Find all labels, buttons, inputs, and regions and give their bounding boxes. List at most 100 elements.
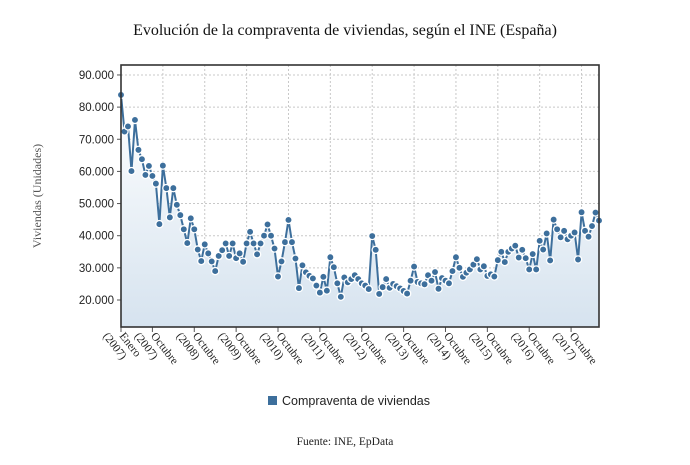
data-point (169, 183, 178, 193)
data-point (455, 263, 464, 273)
data-point (434, 284, 443, 293)
data-point (511, 241, 520, 250)
data-point (336, 292, 346, 302)
data-point (308, 274, 318, 283)
y-tick-label: 60.000 (79, 166, 114, 178)
data-point (545, 256, 555, 265)
area-fill (121, 94, 599, 328)
data-point (371, 245, 380, 255)
data-point (183, 238, 192, 248)
data-point (284, 215, 293, 225)
data-point (329, 262, 339, 272)
data-point (451, 252, 461, 262)
data-point (479, 261, 489, 271)
data-point (402, 289, 412, 298)
data-point (186, 214, 196, 223)
data-point (490, 272, 499, 281)
data-point (521, 253, 530, 263)
y-tick-label: 30.000 (79, 263, 114, 275)
data-point (528, 249, 537, 259)
data-point (130, 115, 140, 125)
x-tick-label: Octubre(2016) (508, 323, 557, 375)
data-point (207, 257, 216, 266)
data-point (242, 239, 251, 248)
x-tick-label: Enero(2007) (100, 323, 143, 368)
data-point (200, 240, 209, 249)
x-tick-label: Octubre(2011) (299, 323, 348, 375)
data-point (280, 237, 290, 247)
data-point (221, 239, 230, 248)
data-point (266, 231, 276, 240)
data-point (322, 286, 332, 295)
x-tick-label: Octubre(2017) (550, 323, 599, 375)
chart-title: Evolución de la compraventa de viviendas… (133, 22, 557, 39)
y-tick-label: 70.000 (79, 134, 114, 146)
data-point (210, 266, 220, 276)
data-point (134, 145, 143, 155)
data-point (430, 267, 440, 277)
data-point (245, 227, 255, 237)
x-tick-label: Octubre(2012) (341, 323, 390, 375)
data-point (298, 261, 307, 270)
data-point (315, 288, 325, 297)
data-point (238, 257, 248, 266)
data-point (577, 207, 586, 217)
x-tick-label: Octubre(2010) (257, 323, 306, 375)
data-point (472, 254, 482, 264)
data-point (196, 256, 206, 266)
y-axis-label: Viviendas (Unidades) (30, 144, 44, 248)
data-point (406, 276, 415, 285)
data-point (277, 257, 286, 266)
data-point (256, 239, 265, 248)
data-point (444, 279, 454, 288)
data-point (273, 272, 283, 281)
data-point (587, 221, 597, 231)
data-point (570, 228, 579, 237)
data-point (155, 219, 164, 229)
x-tick-label: Octubre(2014) (425, 323, 474, 375)
data-point (500, 257, 510, 267)
data-point (531, 265, 541, 274)
data-point (364, 284, 373, 294)
data-point (162, 183, 171, 193)
data-point (535, 236, 544, 246)
data-point (263, 220, 272, 229)
data-point (151, 179, 161, 188)
data-point (176, 210, 185, 220)
data-point (294, 283, 304, 293)
data-point (148, 171, 157, 181)
series-markers (116, 90, 604, 302)
source-note: Fuente: INE, EpData (297, 436, 394, 448)
x-tick-label: Octubre(2015) (467, 323, 516, 375)
data-point (127, 166, 136, 176)
data-point (217, 245, 227, 255)
legend-swatch (268, 396, 277, 405)
legend[interactable]: Compraventa de viviendas (268, 394, 430, 408)
legend-label: Compraventa de viviendas (282, 394, 430, 408)
data-point (493, 255, 503, 265)
data-point (172, 200, 182, 210)
data-point (448, 266, 457, 276)
data-point (409, 262, 419, 271)
y-axis: 20.000 30.000 40.000 50.000 60.000 70.000 80.0… (79, 70, 121, 307)
data-point (319, 272, 328, 282)
data-point (141, 170, 150, 180)
data-point (517, 245, 527, 255)
y-tick-label: 20.000 (79, 295, 114, 307)
data-point (524, 265, 534, 274)
data-point (374, 289, 384, 299)
data-point (224, 251, 234, 261)
data-point (427, 276, 436, 285)
data-point (165, 213, 175, 222)
data-point (235, 249, 244, 258)
data-point (228, 239, 237, 248)
data-point (158, 161, 168, 170)
data-point (144, 161, 154, 171)
y-tick-label: 40.000 (79, 231, 114, 243)
data-point (190, 225, 199, 234)
data-point (252, 250, 262, 259)
data-point (573, 255, 583, 264)
data-point (497, 247, 506, 257)
plot-frame (120, 64, 600, 328)
